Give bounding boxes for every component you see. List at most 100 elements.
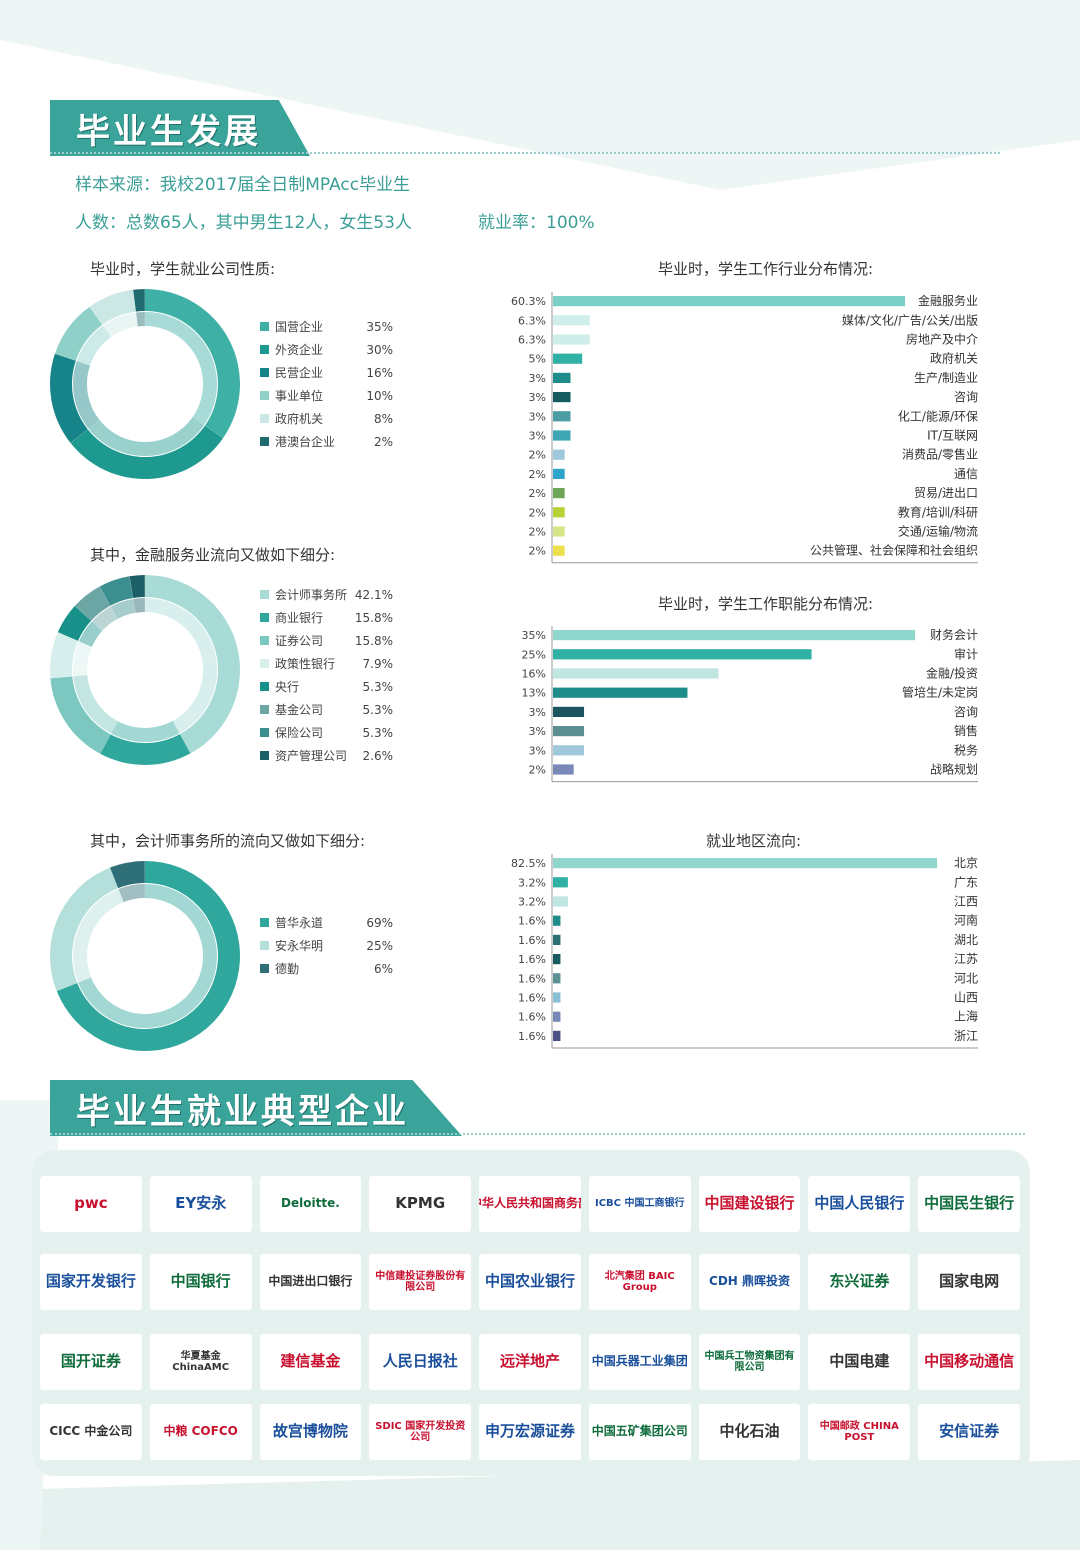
legend-value: 5.3% xyxy=(362,725,394,740)
bar-value-label: 5% xyxy=(529,353,546,366)
bar-category-label: 金融服务业 xyxy=(918,293,978,308)
bar xyxy=(553,726,585,737)
legend-swatch xyxy=(260,682,269,691)
legend-value: 5.3% xyxy=(362,702,394,717)
bar-value-label: 6.3% xyxy=(518,314,546,327)
donut-slice-inner-1 xyxy=(145,598,218,734)
bar xyxy=(553,745,585,756)
company-logo: 中粮 COFCO xyxy=(149,1404,252,1460)
bar-category-label: 河北 xyxy=(954,971,978,985)
company-logo: pwc xyxy=(40,1176,142,1232)
bar-category-label: 消费品/零售业 xyxy=(902,447,978,462)
legend-swatch xyxy=(260,345,269,354)
company-logo: 中国兵工物资集团有限公司 xyxy=(698,1334,801,1390)
bar-value-label: 3.2% xyxy=(518,896,546,909)
bar-value-label: 2% xyxy=(529,526,546,539)
donut-slice-inner-4 xyxy=(73,641,92,677)
legend-value: 69% xyxy=(366,915,393,930)
bar xyxy=(553,896,568,907)
donut-hole xyxy=(88,899,202,1013)
bar xyxy=(553,507,565,518)
legend-item: 民营企业 16% xyxy=(260,361,393,384)
bar-category-label: 咨询 xyxy=(954,704,978,719)
company-logo: 中国民生银行 xyxy=(918,1176,1020,1232)
bar-category-label: 政府机关 xyxy=(930,351,978,366)
bar-category-label: IT/互联网 xyxy=(927,429,978,443)
legend-swatch xyxy=(260,322,269,331)
divider xyxy=(50,1133,1025,1135)
legend-item: 安永华明 25% xyxy=(260,934,393,957)
legend-swatch xyxy=(260,941,269,950)
legend-swatch xyxy=(260,414,269,423)
donut-slice-inner-5 xyxy=(103,312,138,337)
company-logo: 中信建投证券股份有限公司 xyxy=(369,1254,472,1310)
legend-swatch xyxy=(260,391,269,400)
legend-value: 7.9% xyxy=(362,656,394,671)
bar-category-label: 媒体/文化/广告/公关/出版 xyxy=(842,312,978,327)
bar-value-label: 2% xyxy=(529,545,546,558)
bar-value-label: 3% xyxy=(529,430,546,443)
bar-category-label: 管培生/未定岗 xyxy=(902,685,978,700)
company-logo: 国家电网 xyxy=(918,1254,1020,1310)
donut-slice-outer-3 xyxy=(110,861,145,889)
legend-value: 42.1% xyxy=(354,587,393,602)
company-logo: 国开证券 xyxy=(40,1334,142,1390)
company-logo: Deloitte. xyxy=(259,1176,362,1232)
bar xyxy=(553,488,565,499)
legend-label: 普华永道 xyxy=(275,916,324,930)
bar xyxy=(553,411,571,422)
legend-label: 商业银行 xyxy=(275,611,324,625)
donut-slice-inner-6 xyxy=(91,606,118,631)
company-logo: 安信证券 xyxy=(918,1404,1020,1460)
legend-value: 10% xyxy=(366,388,393,403)
bar-value-label: 25% xyxy=(522,648,546,661)
bar xyxy=(553,353,583,364)
donut-slice-outer-3 xyxy=(50,353,88,443)
bar xyxy=(553,706,585,717)
bar-value-label: 82.5% xyxy=(511,857,546,870)
legend-item: 外资企业 30% xyxy=(260,338,393,361)
page-title: 毕业生发展 xyxy=(76,111,261,152)
legend-label: 民营企业 xyxy=(275,366,324,380)
legend-item: 普华永道 69% xyxy=(260,911,393,934)
bar xyxy=(553,526,565,537)
donut-hole xyxy=(88,613,202,727)
legend-item: 央行 5.3% xyxy=(260,675,393,698)
bar-value-label: 3.2% xyxy=(518,876,546,889)
donut-chart-finance-breakdown xyxy=(50,575,241,765)
legend-swatch xyxy=(260,368,269,377)
company-logo: 国家开发银行 xyxy=(40,1254,142,1310)
bar-category-label: 上海 xyxy=(954,1009,978,1024)
legend-swatch xyxy=(260,659,269,668)
bar xyxy=(553,858,937,869)
legend-item: 基金公司 5.3% xyxy=(260,698,393,721)
donut-slice-inner-6 xyxy=(136,312,145,327)
legend-label: 基金公司 xyxy=(275,703,324,717)
legend-finance-breakdown: 会计师事务所 42.1% 商业银行 15.8% 证券公司 15.8% 政策性银行 7.9% 央行… xyxy=(260,583,393,767)
donut-slice-outer-5 xyxy=(89,289,136,325)
bar-value-label: 2% xyxy=(529,468,546,481)
bar-category-label: 房地产及中介 xyxy=(906,332,978,347)
legend-label: 港澳台企业 xyxy=(275,435,336,449)
legend-item: 事业单位 10% xyxy=(260,384,393,407)
donut-slice-outer-8 xyxy=(129,575,145,598)
legend-swatch xyxy=(260,728,269,737)
legend-value: 15.8% xyxy=(354,633,393,648)
legend-swatch xyxy=(260,964,269,973)
legend-value: 8% xyxy=(373,411,393,426)
legend-label: 保险公司 xyxy=(275,726,324,740)
legend-swatch xyxy=(260,636,269,645)
donut-slice-outer-1 xyxy=(145,575,241,754)
legend-value: 2.6% xyxy=(362,748,394,763)
sample-source: 样本来源：我校2017届全日制MPAcc毕业生 xyxy=(75,175,411,195)
company-logo: 人民日报社 xyxy=(369,1334,472,1390)
bar-category-label: 广东 xyxy=(954,875,978,889)
bar-value-label: 1.6% xyxy=(518,1030,546,1043)
bar-value-label: 3% xyxy=(529,410,546,423)
legend-label: 国营企业 xyxy=(275,320,324,334)
bar-value-label: 3% xyxy=(529,725,546,738)
bar-category-label: 湖北 xyxy=(954,932,978,947)
bar-category-label: 咨询 xyxy=(954,389,978,404)
bar-value-label: 6.3% xyxy=(518,334,546,347)
legend-value: 35% xyxy=(366,319,393,334)
